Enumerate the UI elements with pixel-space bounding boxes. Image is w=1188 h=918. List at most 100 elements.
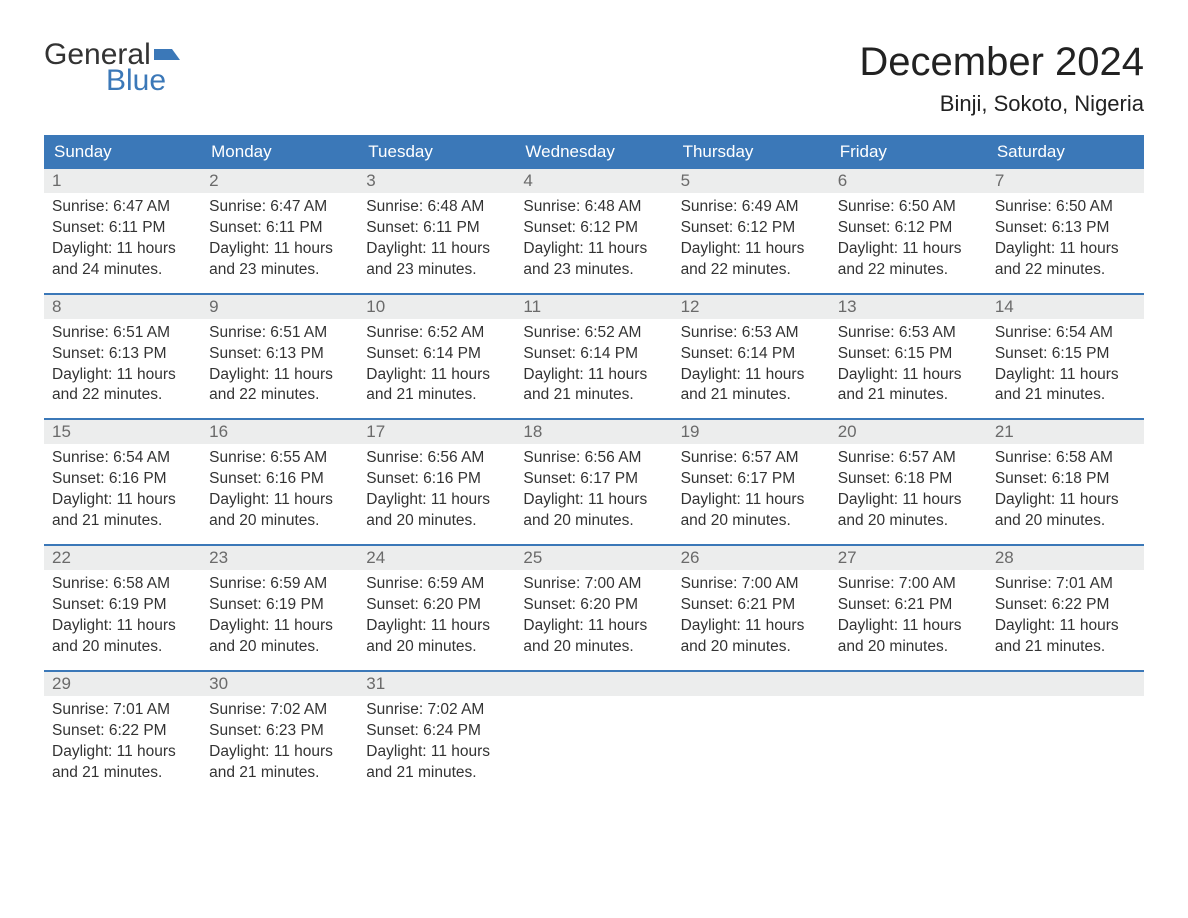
day-number: 25: [515, 546, 672, 570]
day-number: [515, 672, 672, 696]
daylight-line: Daylight: 11 hoursand 21 minutes.: [838, 365, 979, 407]
day-number: 19: [673, 420, 830, 444]
day-number: 29: [44, 672, 201, 696]
sunrise-line: Sunrise: 6:54 AM: [52, 448, 193, 469]
calendar-cell: 1Sunrise: 6:47 AMSunset: 6:11 PMDaylight…: [44, 169, 201, 291]
sunrise-line: Sunrise: 6:52 AM: [366, 323, 507, 344]
daylight-line: Daylight: 11 hoursand 22 minutes.: [209, 365, 350, 407]
day-number: 24: [358, 546, 515, 570]
calendar-cell: [515, 672, 672, 794]
calendar-cell: 22Sunrise: 6:58 AMSunset: 6:19 PMDayligh…: [44, 546, 201, 668]
day-details: Sunrise: 6:47 AMSunset: 6:11 PMDaylight:…: [201, 193, 358, 281]
daylight-line: Daylight: 11 hoursand 20 minutes.: [52, 616, 193, 658]
day-number: [830, 672, 987, 696]
weekday-header: Monday: [201, 135, 358, 169]
day-details: Sunrise: 6:53 AMSunset: 6:15 PMDaylight:…: [830, 319, 987, 407]
calendar-cell: [987, 672, 1144, 794]
daylight-line: Daylight: 11 hoursand 21 minutes.: [209, 742, 350, 784]
daylight-line: Daylight: 11 hoursand 20 minutes.: [995, 490, 1136, 532]
day-number: 23: [201, 546, 358, 570]
day-details: Sunrise: 7:02 AMSunset: 6:23 PMDaylight:…: [201, 696, 358, 784]
sunrise-line: Sunrise: 7:00 AM: [523, 574, 664, 595]
sunset-line: Sunset: 6:14 PM: [366, 344, 507, 365]
page-header: General Blue December 2024 Binji, Sokoto…: [44, 40, 1144, 117]
weekday-header: Friday: [830, 135, 987, 169]
day-number: 21: [987, 420, 1144, 444]
day-number: 11: [515, 295, 672, 319]
sunset-line: Sunset: 6:22 PM: [52, 721, 193, 742]
sunrise-line: Sunrise: 7:02 AM: [209, 700, 350, 721]
calendar-row: 8Sunrise: 6:51 AMSunset: 6:13 PMDaylight…: [44, 293, 1144, 417]
sunset-line: Sunset: 6:13 PM: [52, 344, 193, 365]
sunrise-line: Sunrise: 6:56 AM: [523, 448, 664, 469]
sunset-line: Sunset: 6:15 PM: [838, 344, 979, 365]
sunrise-line: Sunrise: 6:57 AM: [838, 448, 979, 469]
daylight-line: Daylight: 11 hoursand 20 minutes.: [838, 490, 979, 532]
day-details: Sunrise: 6:47 AMSunset: 6:11 PMDaylight:…: [44, 193, 201, 281]
day-details: Sunrise: 6:50 AMSunset: 6:13 PMDaylight:…: [987, 193, 1144, 281]
sunset-line: Sunset: 6:19 PM: [209, 595, 350, 616]
day-number: 20: [830, 420, 987, 444]
weekday-header: Thursday: [673, 135, 830, 169]
calendar-cell: 7Sunrise: 6:50 AMSunset: 6:13 PMDaylight…: [987, 169, 1144, 291]
daylight-line: Daylight: 11 hoursand 21 minutes.: [52, 490, 193, 532]
day-details: Sunrise: 7:00 AMSunset: 6:20 PMDaylight:…: [515, 570, 672, 658]
sunset-line: Sunset: 6:21 PM: [838, 595, 979, 616]
calendar-cell: 19Sunrise: 6:57 AMSunset: 6:17 PMDayligh…: [673, 420, 830, 542]
sunrise-line: Sunrise: 7:01 AM: [52, 700, 193, 721]
calendar-cell: 20Sunrise: 6:57 AMSunset: 6:18 PMDayligh…: [830, 420, 987, 542]
sunrise-line: Sunrise: 7:00 AM: [681, 574, 822, 595]
calendar-cell: 30Sunrise: 7:02 AMSunset: 6:23 PMDayligh…: [201, 672, 358, 794]
sunset-line: Sunset: 6:12 PM: [681, 218, 822, 239]
day-number: 8: [44, 295, 201, 319]
day-details: Sunrise: 6:52 AMSunset: 6:14 PMDaylight:…: [358, 319, 515, 407]
day-details: Sunrise: 6:57 AMSunset: 6:17 PMDaylight:…: [673, 444, 830, 532]
calendar-row: 1Sunrise: 6:47 AMSunset: 6:11 PMDaylight…: [44, 169, 1144, 291]
calendar-cell: 27Sunrise: 7:00 AMSunset: 6:21 PMDayligh…: [830, 546, 987, 668]
day-details: Sunrise: 6:59 AMSunset: 6:20 PMDaylight:…: [358, 570, 515, 658]
sunset-line: Sunset: 6:22 PM: [995, 595, 1136, 616]
daylight-line: Daylight: 11 hoursand 22 minutes.: [681, 239, 822, 281]
day-details: Sunrise: 6:54 AMSunset: 6:15 PMDaylight:…: [987, 319, 1144, 407]
sunrise-line: Sunrise: 6:48 AM: [523, 197, 664, 218]
sunset-line: Sunset: 6:15 PM: [995, 344, 1136, 365]
day-details: Sunrise: 6:51 AMSunset: 6:13 PMDaylight:…: [44, 319, 201, 407]
day-number: 14: [987, 295, 1144, 319]
weekday-header: Saturday: [987, 135, 1144, 169]
sunrise-line: Sunrise: 6:49 AM: [681, 197, 822, 218]
sunrise-line: Sunrise: 6:53 AM: [838, 323, 979, 344]
day-details: Sunrise: 7:01 AMSunset: 6:22 PMDaylight:…: [44, 696, 201, 784]
day-details: Sunrise: 6:48 AMSunset: 6:12 PMDaylight:…: [515, 193, 672, 281]
day-details: Sunrise: 6:57 AMSunset: 6:18 PMDaylight:…: [830, 444, 987, 532]
sunset-line: Sunset: 6:16 PM: [366, 469, 507, 490]
day-details: Sunrise: 6:51 AMSunset: 6:13 PMDaylight:…: [201, 319, 358, 407]
daylight-line: Daylight: 11 hoursand 22 minutes.: [995, 239, 1136, 281]
calendar-cell: 16Sunrise: 6:55 AMSunset: 6:16 PMDayligh…: [201, 420, 358, 542]
day-details: Sunrise: 6:58 AMSunset: 6:18 PMDaylight:…: [987, 444, 1144, 532]
day-details: Sunrise: 7:02 AMSunset: 6:24 PMDaylight:…: [358, 696, 515, 784]
sunset-line: Sunset: 6:18 PM: [995, 469, 1136, 490]
day-number: 26: [673, 546, 830, 570]
sunset-line: Sunset: 6:23 PM: [209, 721, 350, 742]
location: Binji, Sokoto, Nigeria: [859, 91, 1144, 117]
calendar-cell: [830, 672, 987, 794]
day-details: Sunrise: 6:58 AMSunset: 6:19 PMDaylight:…: [44, 570, 201, 658]
sunrise-line: Sunrise: 6:59 AM: [366, 574, 507, 595]
calendar-cell: 9Sunrise: 6:51 AMSunset: 6:13 PMDaylight…: [201, 295, 358, 417]
day-number: 12: [673, 295, 830, 319]
calendar-cell: 14Sunrise: 6:54 AMSunset: 6:15 PMDayligh…: [987, 295, 1144, 417]
calendar-cell: 13Sunrise: 6:53 AMSunset: 6:15 PMDayligh…: [830, 295, 987, 417]
daylight-line: Daylight: 11 hoursand 20 minutes.: [366, 616, 507, 658]
calendar-row: 29Sunrise: 7:01 AMSunset: 6:22 PMDayligh…: [44, 670, 1144, 794]
sunset-line: Sunset: 6:14 PM: [681, 344, 822, 365]
sunrise-line: Sunrise: 6:47 AM: [52, 197, 193, 218]
day-number: 28: [987, 546, 1144, 570]
sunrise-line: Sunrise: 7:01 AM: [995, 574, 1136, 595]
calendar-cell: 4Sunrise: 6:48 AMSunset: 6:12 PMDaylight…: [515, 169, 672, 291]
sunset-line: Sunset: 6:11 PM: [52, 218, 193, 239]
sunset-line: Sunset: 6:18 PM: [838, 469, 979, 490]
daylight-line: Daylight: 11 hoursand 20 minutes.: [366, 490, 507, 532]
weekday-header: Tuesday: [358, 135, 515, 169]
logo: General Blue: [44, 40, 180, 96]
calendar-cell: [673, 672, 830, 794]
